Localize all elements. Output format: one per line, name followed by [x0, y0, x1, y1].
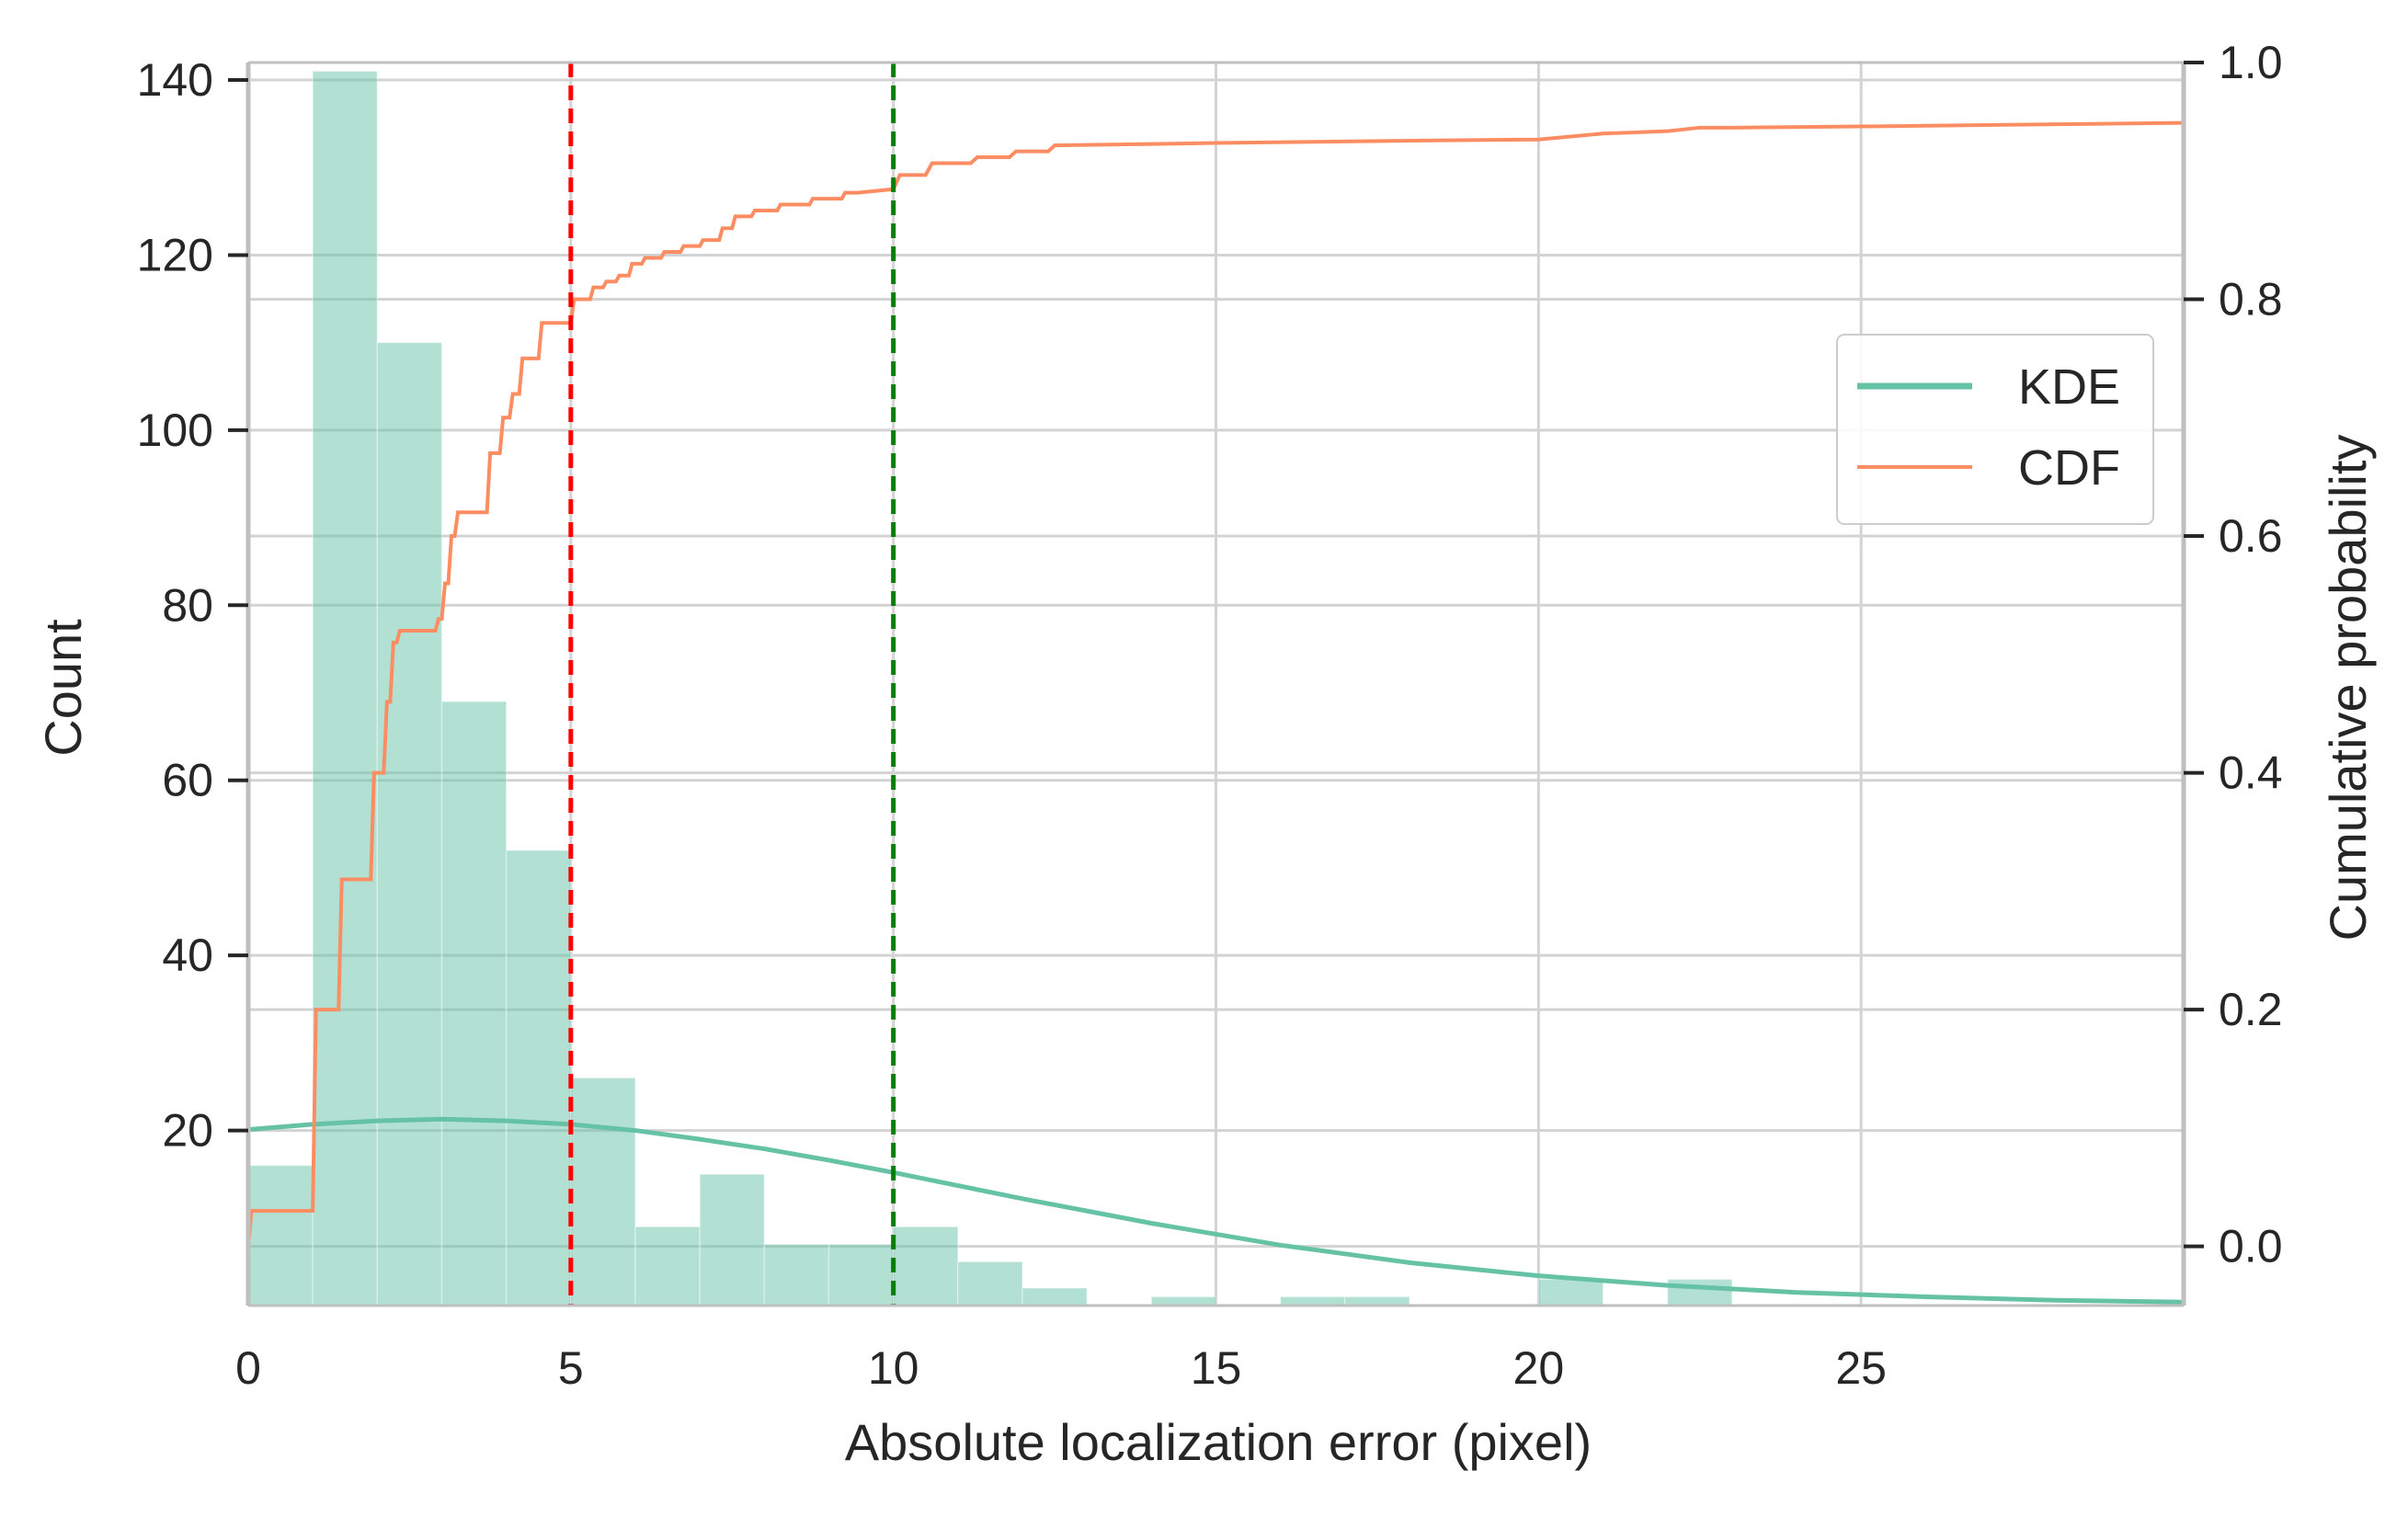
legend-box [1836, 334, 2154, 525]
y-tick-label: 140 [137, 54, 213, 106]
histogram-bar [312, 70, 379, 1306]
histogram-bar [1537, 1278, 1604, 1306]
reference-lines [568, 63, 896, 1306]
histogram-bar [957, 1260, 1023, 1306]
histogram-bar [505, 850, 572, 1306]
x-axis-label: Absolute localization error (pixel) [845, 1413, 1592, 1471]
cdf-line [246, 120, 2185, 1247]
x-tick-label: 15 [1191, 1342, 1242, 1394]
histogram-bar [892, 1226, 959, 1306]
y2-tick-label: 0.0 [2219, 1221, 2283, 1272]
cdf-series [246, 120, 2185, 1247]
histogram-bar [1021, 1287, 1088, 1306]
plot-frame [245, 61, 2186, 1307]
histogram-bar [1666, 1278, 1733, 1306]
histogram-bar [440, 701, 508, 1306]
y-tick-label: 60 [162, 755, 213, 806]
y2-tick-label: 0.2 [2219, 984, 2283, 1035]
y2-axis-label: Cumulative probability [2319, 435, 2377, 941]
legend: KDE CDF [1836, 334, 2154, 525]
y-axis-ticks: 20 40 60 80 100 120 140 [137, 54, 248, 1157]
histogram-bar [247, 1164, 314, 1306]
legend-kde-label: KDE [2018, 359, 2120, 415]
x-tick-label: 5 [558, 1342, 584, 1394]
y2-tick-label: 0.4 [2219, 747, 2283, 799]
y2-tick-label: 1.0 [2219, 37, 2283, 88]
y-tick-label: 40 [162, 930, 213, 981]
y-axis-label: Count [34, 619, 92, 757]
histogram-bar [763, 1243, 830, 1306]
histogram-bar [699, 1173, 766, 1306]
histogram-bar [570, 1077, 636, 1306]
histogram-bar [827, 1243, 895, 1306]
legend-cdf-label: CDF [2018, 440, 2120, 496]
x-tick-label: 0 [235, 1342, 261, 1394]
x-tick-label: 10 [868, 1342, 919, 1394]
y2-tick-label: 0.6 [2219, 510, 2283, 562]
histogram-bars [247, 70, 1733, 1306]
histogram-bar [376, 341, 443, 1306]
y-tick-label: 120 [137, 229, 213, 280]
x-tick-label: 20 [1513, 1342, 1565, 1394]
x-axis-ticks: 0 5 10 15 20 25 [235, 1342, 1887, 1394]
y2-axis-ticks: 0.0 0.2 0.4 0.6 0.8 1.0 [2184, 37, 2283, 1272]
y2-tick-label: 0.8 [2219, 274, 2283, 325]
y-tick-label: 100 [137, 405, 213, 456]
y-tick-label: 20 [162, 1105, 213, 1157]
y-tick-label: 80 [162, 579, 213, 631]
x-tick-label: 25 [1835, 1342, 1887, 1394]
histogram-bar [634, 1226, 701, 1306]
